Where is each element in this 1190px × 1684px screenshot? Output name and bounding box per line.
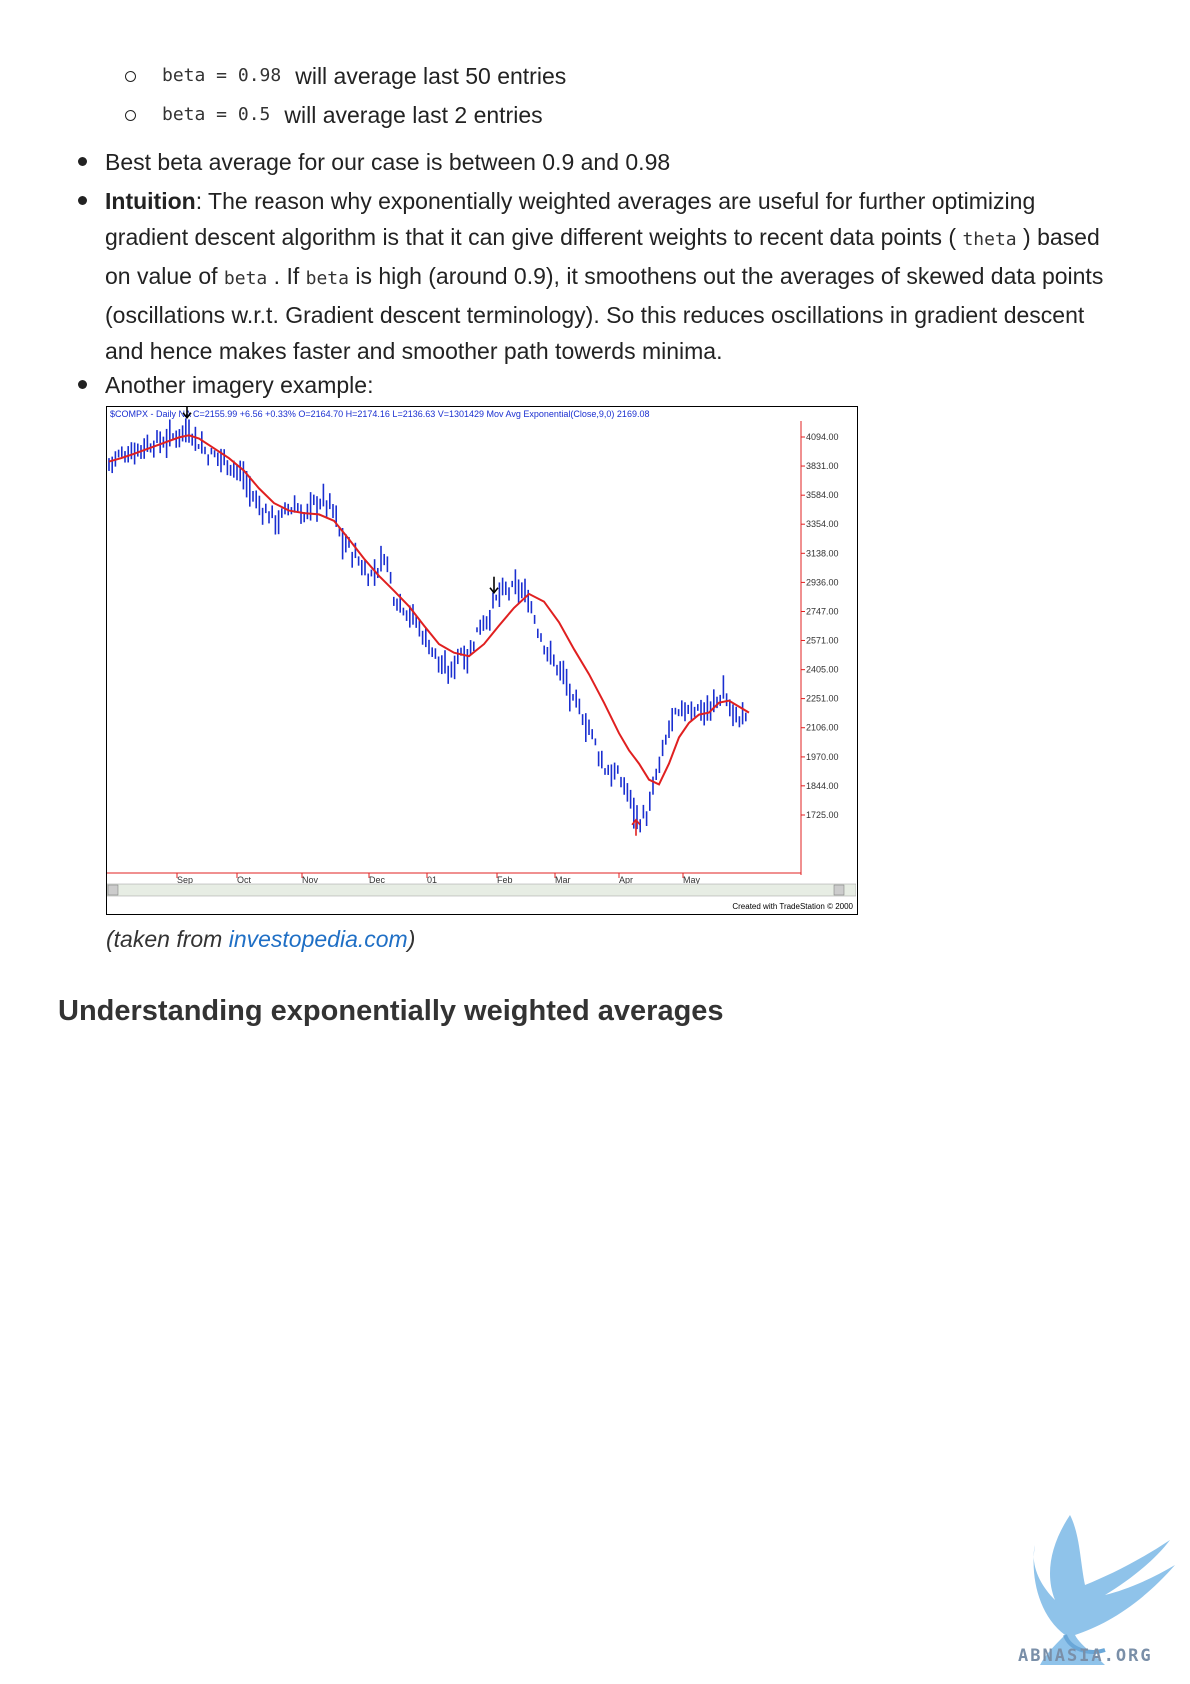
- scroll-right-button[interactable]: [833, 884, 845, 896]
- y-axis-ticks: 4094.00 3831.00 3584.00 3354.00 3138.00 2936.…: [801, 432, 839, 820]
- intuition-paragraph: Intuition: The reason why exponentially …: [105, 183, 1120, 369]
- bullet-imagery: Another imagery example:: [105, 372, 374, 398]
- code-inline: beta: [223, 268, 268, 289]
- chart-scrollbar[interactable]: [107, 883, 856, 897]
- chart-header: $COMPX - Daily NA C=2155.99 +6.56 +0.33%…: [110, 409, 649, 419]
- bullet-icon: [78, 196, 87, 205]
- y-tick-label: 1844.00: [806, 781, 839, 791]
- stock-chart-svg: $COMPX - Daily NA C=2155.99 +6.56 +0.33%…: [107, 407, 856, 911]
- stock-chart: $COMPX - Daily NA C=2155.99 +6.56 +0.33%…: [106, 406, 858, 915]
- x-tick-label: May: [683, 875, 701, 885]
- down-arrow-icon: [182, 407, 192, 420]
- code-inline: beta: [305, 268, 349, 289]
- x-tick-label: Dec: [369, 875, 386, 885]
- ema-line: [108, 434, 750, 786]
- y-tick-label: 2251.00: [806, 694, 839, 704]
- y-tick-label: 1725.00: [806, 810, 839, 820]
- intuition-text: . If: [267, 263, 306, 289]
- up-arrow-icon: [631, 818, 641, 836]
- y-tick-label: 3831.00: [806, 461, 839, 471]
- code-inline: theta: [962, 229, 1017, 250]
- chart-markers: [182, 407, 641, 836]
- bullet-best-beta: Best beta average for our case is betwee…: [105, 149, 671, 175]
- hollow-bullet-icon: [125, 70, 136, 82]
- section-heading: Understanding exponentially weighted ave…: [58, 995, 724, 1027]
- sub-bullet-item: beta = 0.5 will average last 2 entries: [125, 99, 543, 131]
- code-inline: beta = 0.98: [162, 65, 282, 86]
- sub-bullet-text: will average last 2 entries: [284, 102, 543, 128]
- y-tick-label: 3584.00: [806, 490, 839, 500]
- y-tick-label: 1970.00: [806, 752, 839, 762]
- down-arrow-icon: [489, 576, 499, 594]
- bullet-icon: [78, 157, 87, 166]
- x-tick-label: 01: [427, 875, 437, 885]
- y-tick-label: 2936.00: [806, 577, 839, 587]
- x-tick-label: Sep: [177, 875, 193, 885]
- abnasia-logo: [1033, 1515, 1175, 1665]
- x-tick-label: Oct: [237, 875, 252, 885]
- intuition-text: ) based on value of: [105, 224, 1100, 289]
- y-tick-label: 2747.00: [806, 607, 839, 617]
- code-inline: beta = 0.5: [162, 104, 271, 125]
- investopedia-link[interactable]: investopedia.com: [228, 926, 408, 952]
- image-caption: (taken from investopedia.com): [106, 926, 415, 953]
- sub-bullet-item: beta = 0.98 will average last 50 entries: [125, 60, 566, 92]
- y-tick-label: 4094.00: [806, 432, 839, 442]
- caption-text: ): [407, 926, 416, 952]
- y-tick-label: 2571.00: [806, 635, 839, 645]
- x-tick-label: Feb: [497, 875, 513, 885]
- x-tick-label: Apr: [619, 875, 633, 885]
- y-tick-label: 3354.00: [806, 519, 839, 529]
- logo-text: ABNASIA.ORG: [1018, 1646, 1153, 1666]
- intuition-text: is high (around 0.9), it smoothens out t…: [105, 263, 1104, 364]
- x-axis-ticks: Sep Oct Nov Dec 01 Feb Mar Apr May: [176, 873, 701, 885]
- caption-text: (taken from: [106, 926, 229, 952]
- hollow-bullet-icon: [125, 109, 136, 121]
- chart-footer: Created with TradeStation © 2000: [732, 902, 853, 911]
- y-tick-label: 2106.00: [806, 723, 839, 733]
- price-bars: [108, 418, 747, 833]
- bullet-icon: [78, 380, 87, 389]
- x-tick-label: Mar: [555, 875, 571, 885]
- intuition-text: : The reason why exponentially weighted …: [105, 188, 1036, 250]
- sub-bullet-text: will average last 50 entries: [295, 63, 567, 89]
- y-tick-label: 2405.00: [806, 665, 839, 675]
- x-tick-label: Nov: [302, 875, 319, 885]
- intuition-label: Intuition: [105, 188, 196, 214]
- scroll-left-button[interactable]: [107, 884, 119, 896]
- y-tick-label: 3138.00: [806, 548, 839, 558]
